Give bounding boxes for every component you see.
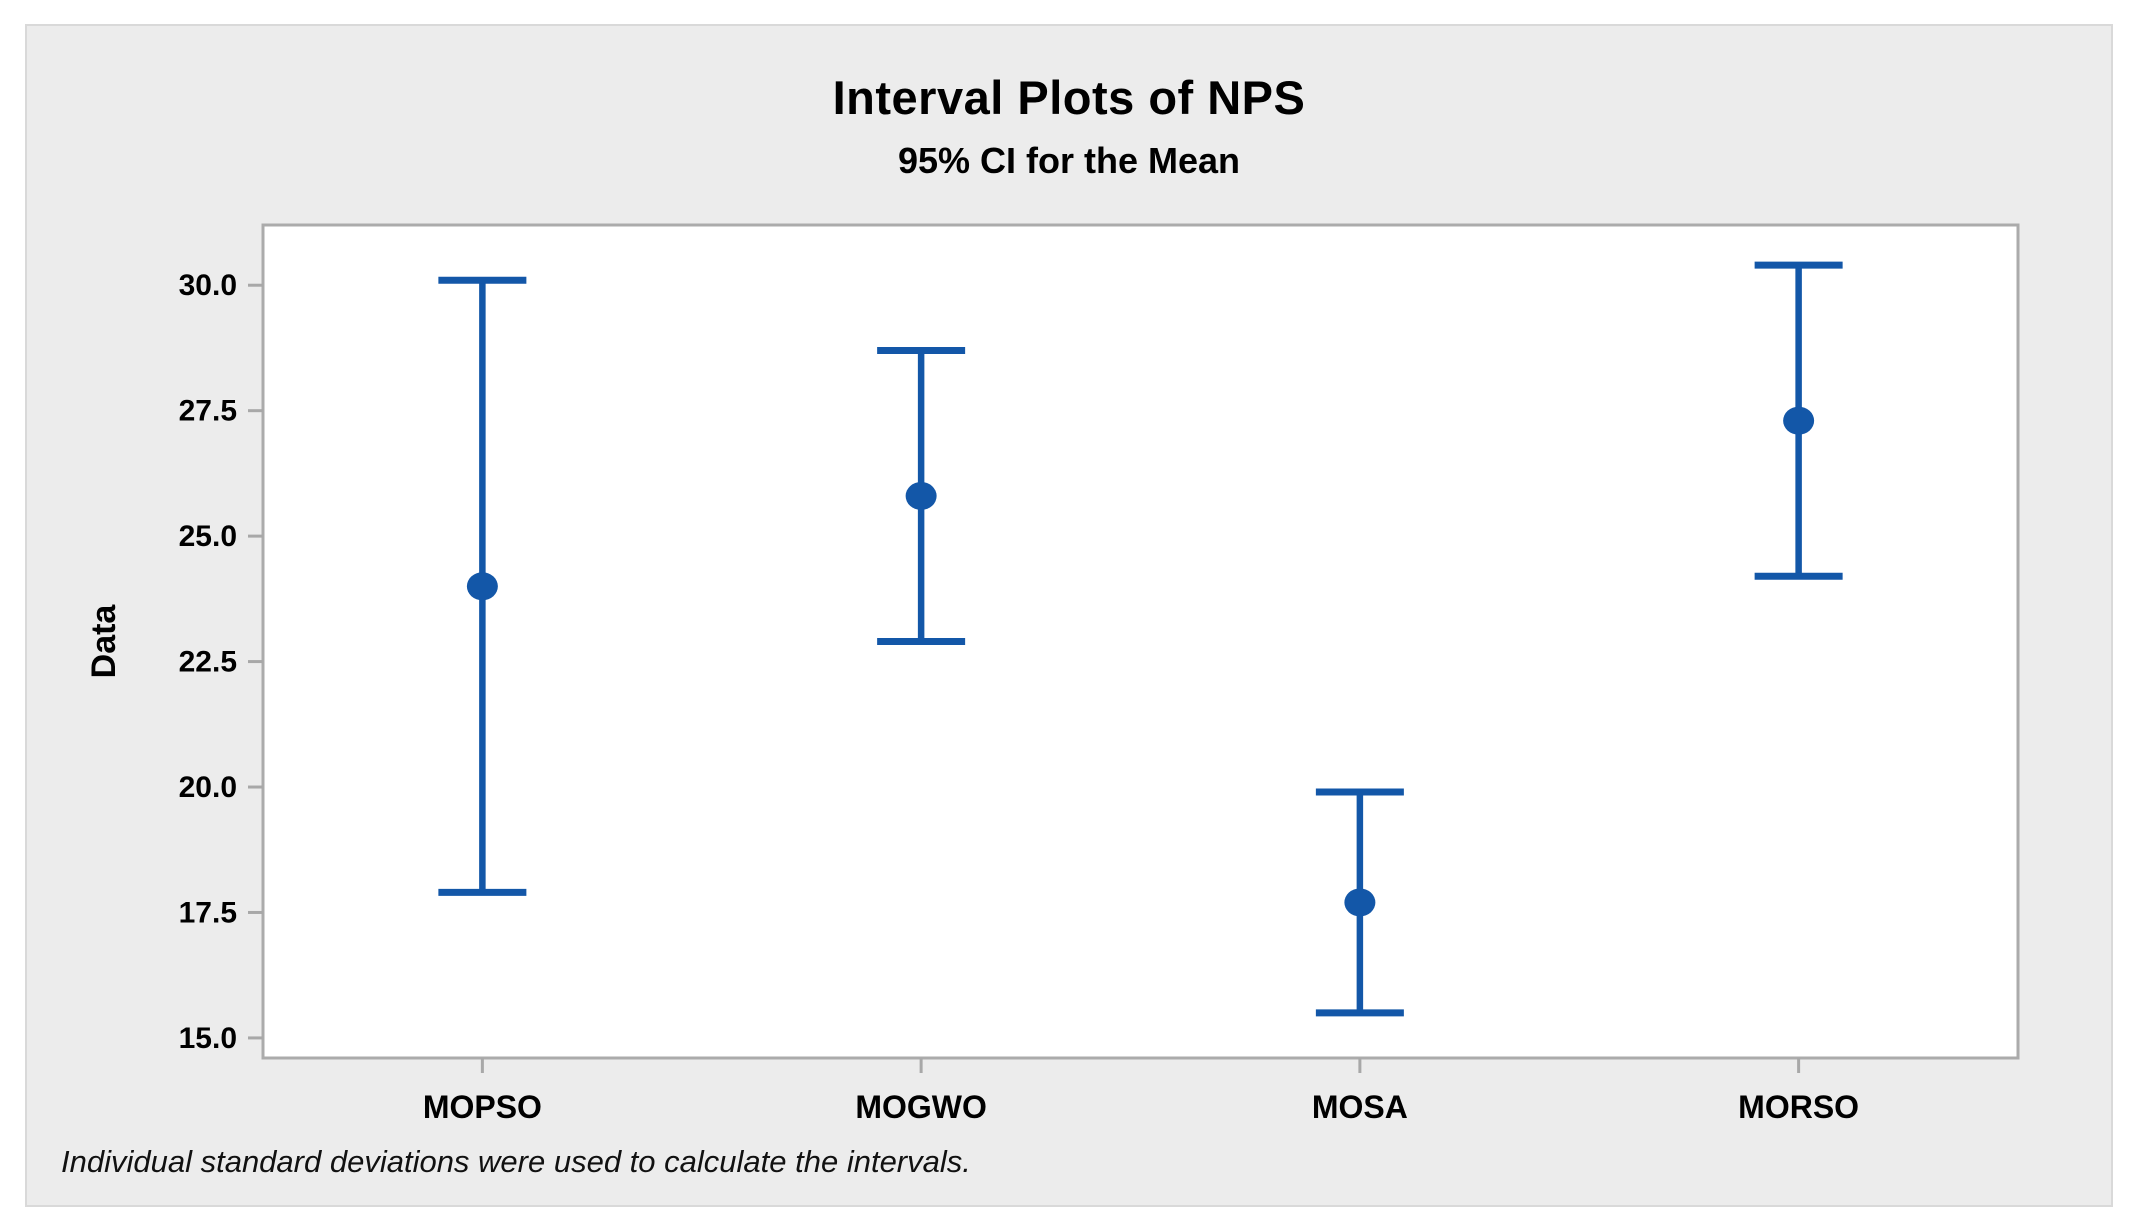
y-tick-label: 22.5 [179,646,237,679]
y-tick-label: 17.5 [179,896,237,929]
plot-area [261,223,2020,1060]
x-category-label-mosa: MOSA [1312,1089,1408,1125]
y-tick-label: 25.0 [179,520,237,553]
y-tick-label: 20.0 [179,771,237,804]
mean-marker [466,572,498,601]
mean-marker [1344,888,1376,917]
x-category-label-mogwo: MOGWO [855,1089,987,1125]
interval-morso [1754,261,1843,580]
interval-mogwo [877,346,966,645]
interval-plot-canvas: 15.0 17.5 20.0 22.5 25.0 27.5 30.0 MOPSO MOGWO MO… [85,223,2020,1125]
x-category-label-morso: MORSO [1738,1089,1859,1125]
y-axis-title: Data [85,604,123,679]
interval-plot-panel: Interval Plots of NPS 95% CI for the Mea… [25,24,2113,1207]
interval-mosa [1315,788,1404,1017]
interval-mopso [438,276,527,896]
chart-title: Interval Plots of NPS [832,71,1306,124]
chart-footnote: Individual standard deviations were used… [61,1144,971,1179]
y-tick-label: 30.0 [179,269,237,302]
mean-marker [905,481,937,510]
mean-marker [1783,406,1815,435]
x-category-label-mopso: MOPSO [423,1089,542,1125]
chart-subtitle: 95% CI for the Mean [897,140,1241,181]
y-tick-label: 15.0 [179,1022,237,1055]
y-tick-label: 27.5 [179,395,237,428]
